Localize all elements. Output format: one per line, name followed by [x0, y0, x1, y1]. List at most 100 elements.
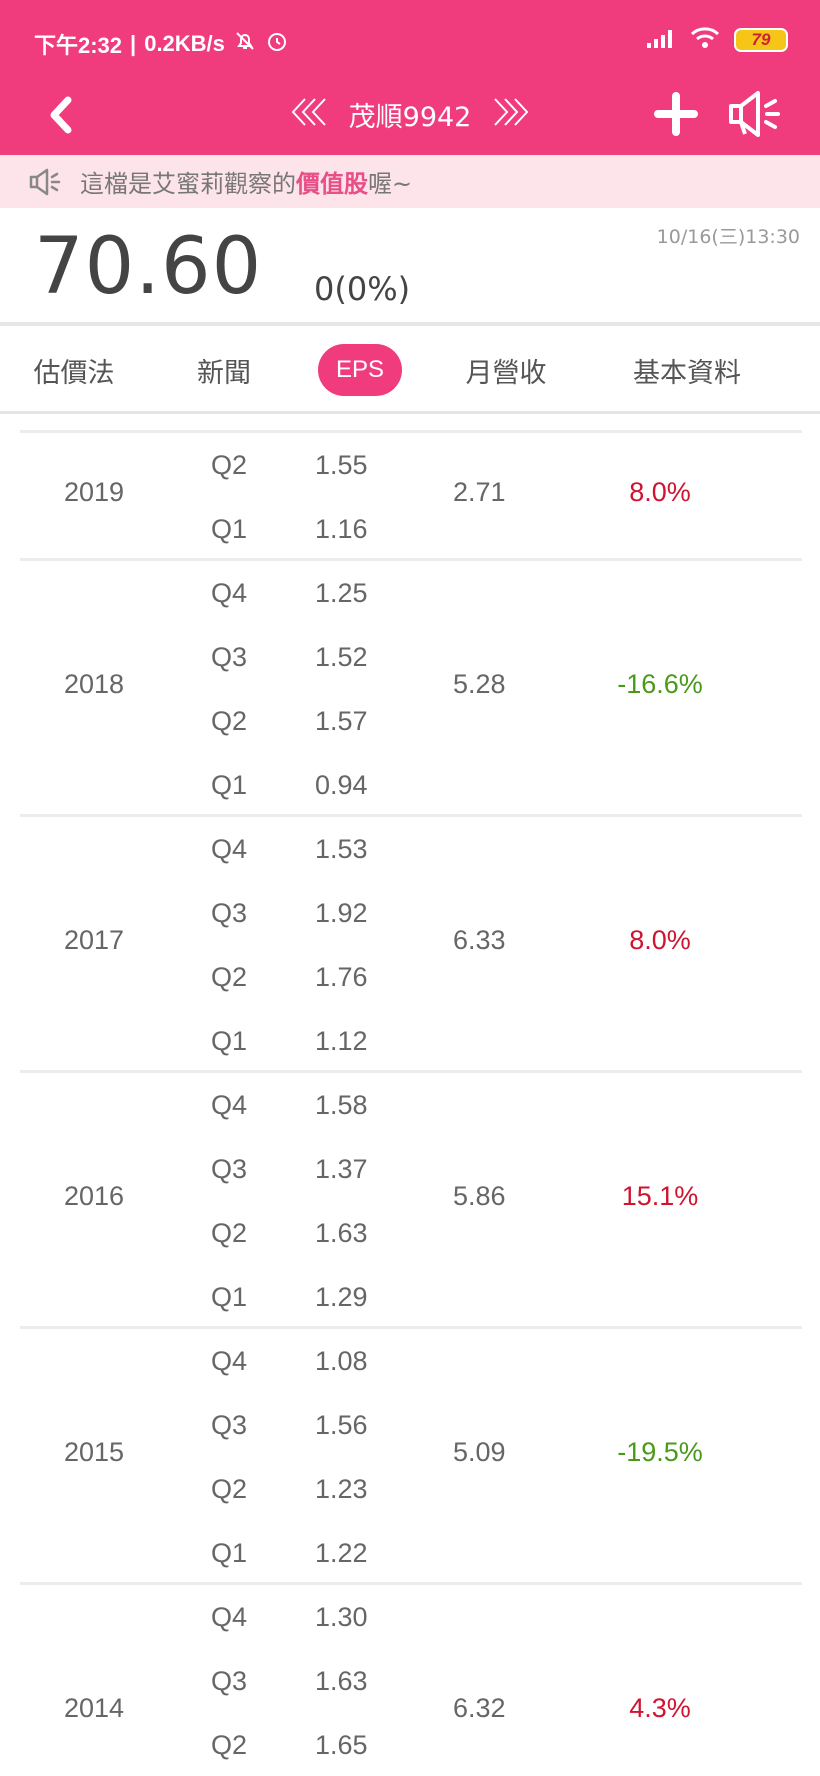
quarter-eps: 1.16 — [315, 514, 368, 544]
quarter-label: Q4 — [211, 834, 248, 864]
eps-year: 2017 — [64, 925, 125, 955]
eps-year-block: Q4 1.08 Q3 1.56 Q2 1.23 Q1 1.22 2015 5.09 -19.5% — [20, 1326, 802, 1582]
tab-news[interactable]: 新聞 — [197, 357, 251, 389]
battery-indicator: 79 — [734, 28, 788, 52]
quarter-row: Q2 1.63 — [20, 1201, 802, 1265]
quarter-label: Q3 — [211, 1666, 248, 1696]
eps-year: 2014 — [64, 1693, 125, 1723]
alarm-icon — [265, 29, 289, 59]
wifi-icon — [690, 26, 720, 54]
announce-button[interactable] — [726, 86, 786, 142]
quote-timestamp: 10/16(三)13:30 — [656, 226, 800, 248]
signal-icon — [646, 27, 676, 53]
quarter-label: Q1 — [211, 1538, 248, 1568]
eps-year-block: Q2 1.55 Q1 1.16 2019 2.71 8.0% — [20, 430, 802, 558]
quarter-row: Q4 1.25 — [20, 561, 802, 625]
quarter-eps: 1.76 — [315, 962, 368, 992]
quarter-eps: 1.29 — [315, 1282, 368, 1312]
megaphone-icon — [28, 166, 62, 198]
tab-eps[interactable]: EPS — [300, 330, 420, 410]
notice-text-prefix: 這檔是艾蜜莉觀察的 — [80, 170, 296, 198]
quarter-row: Q4 1.58 — [20, 1073, 802, 1137]
quarter-label: Q2 — [211, 1218, 248, 1248]
eps-growth: 15.1% — [621, 1181, 699, 1211]
quarter-row: Q4 1.08 — [20, 1329, 802, 1393]
quarter-label: Q2 — [211, 1474, 248, 1504]
quarter-eps: 1.63 — [315, 1666, 368, 1696]
quarter-row: Q3 1.52 — [20, 625, 802, 689]
quarter-row: Q3 1.92 — [20, 881, 802, 945]
quarter-row: Q3 1.37 — [20, 1137, 802, 1201]
quarter-eps: 1.55 — [315, 450, 368, 480]
quarter-row: Q3 1.56 — [20, 1393, 802, 1457]
quarter-row: Q2 1.57 — [20, 689, 802, 753]
quarter-label: Q4 — [211, 1602, 248, 1632]
quarter-row: Q1 1.16 — [20, 497, 802, 561]
price-change: 0(0%) — [314, 270, 411, 308]
eps-growth: 8.0% — [629, 925, 691, 955]
quarter-label: Q2 — [211, 962, 248, 992]
back-button[interactable] — [36, 90, 86, 140]
status-bar: 下午2:32 | 0.2KB/s 79 — [0, 0, 820, 78]
quarter-row: Q1 1.12 — [20, 1009, 802, 1073]
next-stock-button[interactable] — [485, 96, 531, 132]
eps-growth: -19.5% — [617, 1437, 703, 1467]
quarter-row: Q2 1.65 — [20, 1713, 802, 1776]
quarter-row: Q1 0.94 — [20, 753, 802, 817]
current-price: 70.60 — [34, 222, 263, 312]
quarter-label: Q3 — [211, 642, 248, 672]
quarter-eps: 1.25 — [315, 578, 368, 608]
quarter-row: Q1 1.22 — [20, 1521, 802, 1585]
prev-stock-button[interactable] — [289, 96, 335, 132]
eps-year: 2018 — [64, 669, 125, 699]
eps-growth: -16.6% — [617, 669, 703, 699]
quarter-label: Q4 — [211, 578, 248, 608]
quarter-eps: 1.37 — [315, 1154, 368, 1184]
annual-eps: 2.71 — [453, 477, 506, 507]
quarter-eps: 1.58 — [315, 1090, 368, 1120]
notice-text-suffix: 喔~ — [368, 170, 413, 198]
quarter-row: Q1 1.29 — [20, 1265, 802, 1329]
plus-icon — [654, 92, 698, 136]
quarter-eps: 1.22 — [315, 1538, 368, 1568]
quarter-label: Q1 — [211, 1026, 248, 1056]
quarter-label: Q3 — [211, 1154, 248, 1184]
eps-year: 2016 — [64, 1181, 125, 1211]
quarter-label: Q4 — [211, 1346, 248, 1376]
mute-bell-icon — [233, 29, 257, 59]
notice-banner: 這檔是艾蜜莉觀察的 價值股 喔~ — [0, 155, 820, 208]
status-time: 下午2:32 — [34, 33, 123, 58]
nav-bar: 茂順9942 — [0, 78, 820, 155]
quarter-label: Q2 — [211, 450, 248, 480]
quarter-eps: 1.65 — [315, 1730, 368, 1760]
eps-year-block: Q4 1.25 Q3 1.52 Q2 1.57 Q1 0.94 2018 5.28 -16.6% — [20, 558, 802, 814]
megaphone-icon — [729, 91, 780, 137]
quarter-row: Q2 1.23 — [20, 1457, 802, 1521]
eps-year: 2015 — [64, 1437, 125, 1467]
annual-eps: 5.86 — [453, 1181, 506, 1211]
quarter-label: Q4 — [211, 1090, 248, 1120]
quarter-label: Q2 — [211, 1730, 248, 1760]
add-watchlist-button[interactable] — [650, 88, 702, 140]
tab-basic-info[interactable]: 基本資料 — [633, 357, 741, 389]
quarter-row: Q3 1.63 — [20, 1649, 802, 1713]
double-chevron-left-icon — [291, 98, 326, 126]
quarter-row: Q2 1.76 — [20, 945, 802, 1009]
quarter-eps: 1.23 — [315, 1474, 368, 1504]
quarter-label: Q3 — [211, 1410, 248, 1440]
quarter-label: Q1 — [211, 514, 248, 544]
quarter-label: Q3 — [211, 898, 248, 928]
chevron-left-icon — [50, 96, 72, 134]
eps-year: 2019 — [64, 477, 125, 507]
annual-eps: 6.32 — [453, 1693, 506, 1723]
quarter-eps: 1.52 — [315, 642, 368, 672]
double-chevron-right-icon — [494, 98, 529, 126]
tab-monthly-revenue[interactable]: 月營收 — [465, 357, 547, 389]
eps-year-block: Q4 1.53 Q3 1.92 Q2 1.76 Q1 1.12 2017 6.33 8.0% — [20, 814, 802, 1070]
quarter-label: Q1 — [211, 770, 248, 800]
eps-growth: 4.3% — [629, 1693, 691, 1723]
tab-valuation[interactable]: 估價法 — [33, 357, 115, 389]
quarter-row: Q4 1.30 — [20, 1585, 802, 1649]
quarter-eps: 1.30 — [315, 1602, 368, 1632]
quarter-eps: 0.94 — [315, 770, 368, 800]
